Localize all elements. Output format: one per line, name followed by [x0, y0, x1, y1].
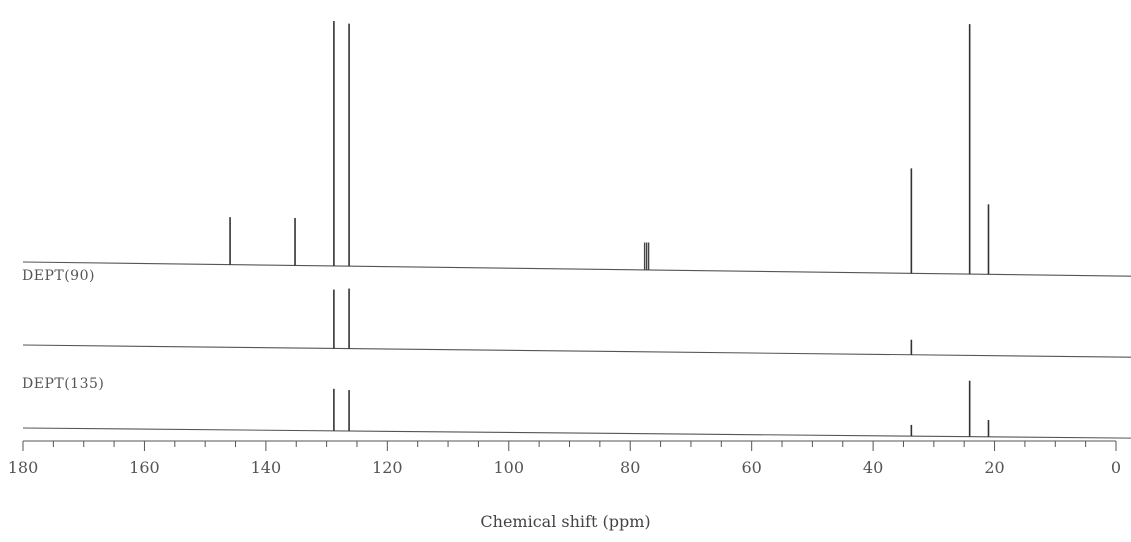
dept90-label: DEPT(90) — [22, 268, 95, 284]
spectrum-panel-2 — [22, 288, 1131, 358]
x-axis: 180 160 140 120 100 80 60 40 20 0 — [8, 440, 1121, 477]
tick-label: 0 — [1111, 458, 1121, 477]
spectra-layer — [22, 20, 1131, 439]
tick-label: 160 — [129, 458, 160, 477]
baseline — [22, 427, 1131, 439]
tick-label: 120 — [372, 458, 403, 477]
baseline — [22, 344, 1131, 358]
tick-label: 180 — [8, 458, 39, 477]
x-axis-label: Chemical shift (ppm) — [480, 512, 651, 531]
baseline — [22, 261, 1131, 277]
tick-label: 100 — [494, 458, 525, 477]
tick-label: 20 — [984, 458, 1004, 477]
spectrum-panel-1 — [22, 20, 1131, 277]
tick-label: 80 — [620, 458, 640, 477]
dept135-label: DEPT(135) — [22, 376, 105, 392]
tick-label: 60 — [741, 458, 761, 477]
spectrum-panel-3 — [22, 380, 1131, 439]
tick-label: 40 — [863, 458, 883, 477]
tick-label: 140 — [251, 458, 282, 477]
